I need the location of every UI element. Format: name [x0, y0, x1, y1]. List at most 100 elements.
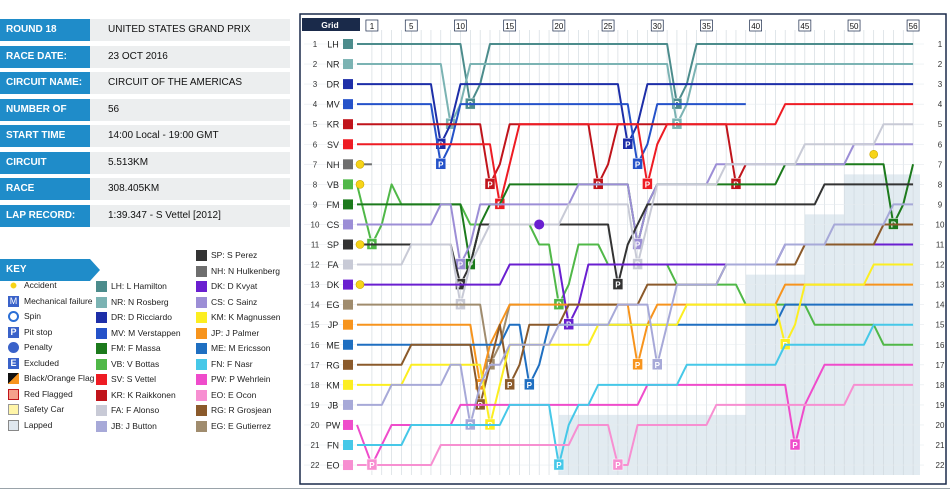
lap-tick-box [700, 19, 713, 32]
key-item-label: Black/Orange Flag [24, 373, 95, 383]
position-label-right: 20 [936, 421, 945, 430]
grid-driver-swatch [343, 339, 353, 350]
lap-tick-label: 1 [370, 22, 375, 31]
key-item-label: Red Flagged [24, 388, 73, 399]
lap-tick-label: 45 [800, 22, 809, 31]
lap-tick-label: 5 [409, 22, 414, 31]
driver-line-eo [357, 383, 914, 467]
position-label-right: 18 [936, 381, 945, 390]
position-label-right: 17 [936, 361, 945, 370]
pit-stop-label: P [655, 361, 661, 370]
driver-color-swatch [196, 343, 207, 354]
position-label-left: 7 [313, 160, 318, 169]
pit-stop-label: P [645, 180, 651, 189]
driver-line-nr [357, 63, 914, 126]
grid-header-bg [302, 18, 360, 31]
grid-driver-swatch [343, 259, 353, 270]
driver-color-swatch [96, 374, 107, 385]
pit-stop-label: P [635, 241, 641, 250]
position-label-right: 13 [936, 281, 945, 290]
position-label-right: 7 [938, 160, 943, 169]
red-flag-icon [8, 388, 19, 400]
lap-tick-label: 56 [909, 22, 918, 31]
driver-line-sv [357, 103, 914, 206]
position-label-left: 13 [311, 281, 320, 290]
driver-key-label: VB: V Bottas [111, 358, 160, 369]
safety-car-icon [8, 404, 19, 415]
driver-key-label: EO: E Ocon [211, 389, 257, 400]
lap-tick-box [847, 19, 861, 32]
position-label-right: 22 [936, 461, 945, 470]
grid-driver-swatch [343, 159, 353, 170]
position-label-left: 11 [311, 241, 320, 250]
driver-color-swatch [196, 265, 207, 277]
driver-line-lh [357, 43, 914, 106]
driver-color-swatch [96, 420, 107, 432]
pit-stop-label: P [635, 160, 641, 169]
position-label-left: 14 [311, 301, 320, 310]
driver-key-label: EG: E Gutierrez [211, 420, 271, 431]
driver-key-label: CS: C Sainz [211, 296, 258, 307]
lap-tick-box [906, 19, 920, 32]
pit-stop-marker [612, 458, 624, 471]
position-label-left: 21 [311, 441, 320, 450]
driver-key-label: FN: F Nasr [211, 358, 253, 369]
pit-stop-marker [366, 458, 378, 471]
mechanical-failure-icon: M [8, 295, 19, 307]
driver-color-swatch [196, 312, 207, 323]
black-orange-flag-icon [8, 373, 19, 384]
accident-marker [355, 240, 365, 249]
position-label-left: 12 [311, 261, 320, 270]
grid-driver-code: FN [327, 441, 339, 451]
position-label-left: 18 [311, 381, 320, 390]
info-row: RACE DATE: 23 OCT 2016 [0, 45, 290, 68]
pit-stop-label: P [625, 140, 631, 149]
pit-stop-marker [612, 278, 624, 290]
position-label-left: 5 [313, 120, 318, 129]
position-label-right: 8 [938, 180, 943, 189]
spin-icon [8, 311, 19, 322]
driver-color-swatch [96, 327, 107, 339]
pit-stop-label: P [635, 361, 641, 370]
grid-driver-code: JP [328, 320, 339, 330]
accident-marker [869, 149, 879, 159]
accident-marker [355, 160, 365, 169]
grid-driver-swatch [343, 119, 353, 130]
pit-stop-marker [632, 358, 643, 371]
driver-line-pw [356, 363, 914, 467]
position-label-right: 12 [936, 261, 945, 270]
pit-stop-marker [435, 158, 447, 170]
grid-driver-swatch [343, 79, 353, 90]
position-label-left: 16 [311, 341, 320, 350]
grid-driver-code: FM [327, 200, 340, 210]
lap-tick-box [601, 19, 615, 32]
info-value: UNITED STATES GRAND PRIX [90, 19, 290, 41]
position-label-right: 5 [938, 120, 943, 129]
accident-marker [355, 180, 365, 189]
penalty-icon [8, 342, 19, 353]
lap-tick-box [650, 19, 664, 32]
key-item-label: Excluded [24, 357, 59, 368]
driver-key-label: SP: S Perez [211, 250, 258, 260]
driver-color-swatch [196, 327, 207, 339]
pit-stop-marker [484, 178, 496, 190]
lap-tick-label: 50 [850, 22, 859, 31]
driver-color-swatch [96, 296, 107, 308]
key-title: KEY [0, 259, 100, 281]
driver-key-label: JP: J Palmer [211, 327, 260, 338]
penalty-marker [534, 219, 545, 230]
info-row: CIRCUIT NAME: CIRCUIT OF THE AMERICAS [0, 72, 290, 94]
position-label-right: 21 [936, 441, 945, 450]
lap-tick-box [503, 19, 517, 32]
driver-key-label: LH: L Hamilton [111, 281, 167, 291]
grid-driver-code: PW [326, 420, 341, 430]
pit-stop-marker [789, 438, 801, 451]
driver-color-swatch [96, 358, 107, 370]
lap-tick-box [749, 19, 763, 32]
lap-tick-box [552, 19, 566, 32]
driver-color-swatch [96, 389, 107, 401]
driver-line-sp [357, 183, 914, 286]
accident-marker [355, 280, 365, 289]
driver-key-label: NR: N Rosberg [111, 296, 169, 307]
